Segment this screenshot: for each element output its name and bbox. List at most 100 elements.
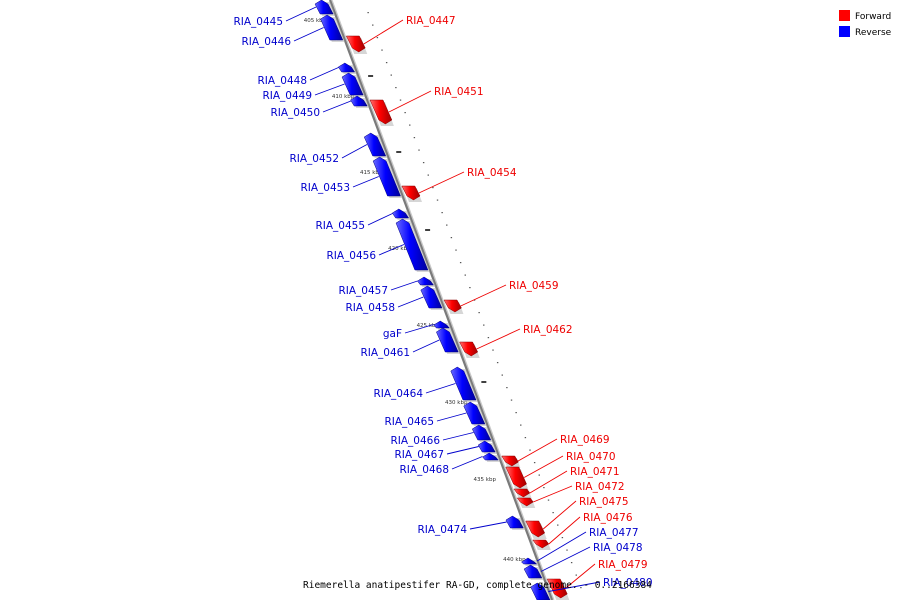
gene-connector <box>436 412 467 422</box>
gene-connector <box>412 339 440 353</box>
gene-connector <box>540 546 591 572</box>
gene-body <box>516 497 534 507</box>
gene-body <box>530 582 551 600</box>
gene-feature <box>391 208 411 220</box>
gene-feature <box>341 72 366 97</box>
gene-connector <box>404 324 434 334</box>
gene-feature <box>546 578 570 600</box>
gene-body <box>420 285 443 309</box>
gene-label: RIA_0474 <box>417 524 467 536</box>
gene-feature <box>395 218 430 272</box>
minor-tick <box>547 499 550 501</box>
gene-feature <box>417 276 436 287</box>
gene-connector <box>548 581 601 592</box>
minor-tick <box>520 424 522 426</box>
minor-tick <box>446 224 448 226</box>
gene-connector <box>536 531 587 562</box>
gene-label: RIA_0457 <box>338 285 388 297</box>
minor-tick <box>557 524 559 526</box>
gene-body <box>471 424 492 441</box>
gene-label: RIA_0456 <box>326 250 376 262</box>
minor-tick <box>506 387 508 389</box>
gene-label: RIA_0453 <box>300 182 350 194</box>
gene-labels-layer: RIA_0445 RIA_0446 RIA_0447 RIA_0448 RIA_0449… <box>233 6 653 592</box>
minor-tick <box>524 437 527 439</box>
minor-tick <box>390 74 392 76</box>
gene-body <box>477 440 496 453</box>
gene-body <box>436 327 459 353</box>
minor-tick <box>418 149 420 151</box>
minor-tick <box>464 274 466 276</box>
gene-body <box>391 208 410 219</box>
gene-feature <box>521 557 539 566</box>
gene-feature <box>436 327 461 354</box>
minor-tick <box>404 112 406 114</box>
gene-connector <box>517 438 558 462</box>
minor-tick <box>483 324 485 326</box>
gene-label: RIA_0470 <box>566 451 616 463</box>
gene-label: RIA_0467 <box>394 449 444 461</box>
gene-label: RIA_0452 <box>289 153 339 165</box>
gene-feature <box>337 62 357 74</box>
scale-mark-label: 410 kbp <box>332 94 355 100</box>
minor-tick <box>399 99 402 101</box>
gene-body <box>463 401 486 425</box>
minor-tick <box>515 412 517 414</box>
genome-caption: Riemerella anatipestifer RA-GD, complete… <box>303 580 652 591</box>
gene-label: RIA_0464 <box>373 388 423 400</box>
gene-label: RIA_0478 <box>593 542 643 554</box>
gene-label: RIA_0477 <box>589 527 639 539</box>
gene-body <box>505 515 524 529</box>
gene-body <box>320 14 344 41</box>
gene-feature <box>516 497 536 508</box>
gene-connector <box>529 470 568 494</box>
gene-label: RIA_0458 <box>345 302 395 314</box>
gene-feature <box>345 35 368 54</box>
minor-tick <box>413 137 416 139</box>
gene-label: RIA_0450 <box>270 107 320 119</box>
scale-mark-label: 430 kbp <box>445 400 468 406</box>
gene-connector <box>451 456 483 470</box>
gene-feature <box>530 582 552 600</box>
gene-feature <box>369 99 394 126</box>
gene-body <box>363 132 387 157</box>
minor-tick <box>372 24 374 26</box>
minor-tick <box>529 449 531 451</box>
gene-body <box>433 320 450 329</box>
gene-body <box>525 520 546 538</box>
gene-feature <box>443 299 464 314</box>
gene-body <box>401 185 421 201</box>
gene-label: RIA_0449 <box>262 90 312 102</box>
minor-tick <box>409 124 411 126</box>
gene-label: RIA_0459 <box>509 280 559 292</box>
gene-body <box>501 455 519 467</box>
gene-feature <box>501 455 521 468</box>
legend-swatch-reverse <box>839 26 850 37</box>
gene-connector <box>548 516 581 545</box>
gene-body <box>459 341 479 357</box>
minor-tick <box>432 187 434 189</box>
minor-tick <box>510 399 513 401</box>
gene-body <box>345 35 366 53</box>
gene-features-layer <box>314 0 570 600</box>
minor-tick <box>478 312 480 314</box>
gene-label: RIA_0465 <box>384 416 434 428</box>
gene-label: RIA_0445 <box>233 16 283 28</box>
gene-label: RIA_0472 <box>575 481 625 493</box>
gene-body <box>372 156 401 197</box>
gene-label: RIA_0448 <box>257 75 307 87</box>
gene-connector <box>469 521 507 530</box>
legend-label-reverse: Reverse <box>855 28 892 38</box>
legend-swatch-forward <box>839 10 850 21</box>
genome-backbone <box>328 0 554 600</box>
gene-connector <box>341 144 368 159</box>
gene-label: RIA_0454 <box>467 167 517 179</box>
minor-tick <box>580 587 582 589</box>
gene-feature <box>363 132 388 158</box>
minor-tick <box>570 562 573 564</box>
minor-tick <box>543 487 545 489</box>
minor-tick <box>455 249 457 251</box>
gene-label: RIA_0469 <box>560 434 610 446</box>
gene-feature <box>513 488 532 499</box>
